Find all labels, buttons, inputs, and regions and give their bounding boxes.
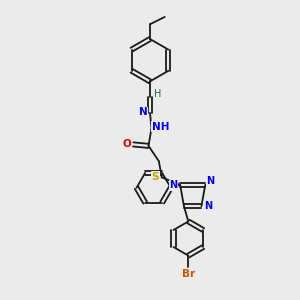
- Text: O: O: [123, 139, 132, 148]
- Text: Br: Br: [182, 269, 195, 279]
- Text: NH: NH: [152, 122, 169, 132]
- Text: N: N: [139, 107, 148, 117]
- Text: N: N: [169, 180, 178, 190]
- Text: N: N: [206, 176, 214, 186]
- Text: N: N: [204, 201, 212, 211]
- Text: H: H: [154, 89, 161, 99]
- Text: S: S: [152, 172, 159, 182]
